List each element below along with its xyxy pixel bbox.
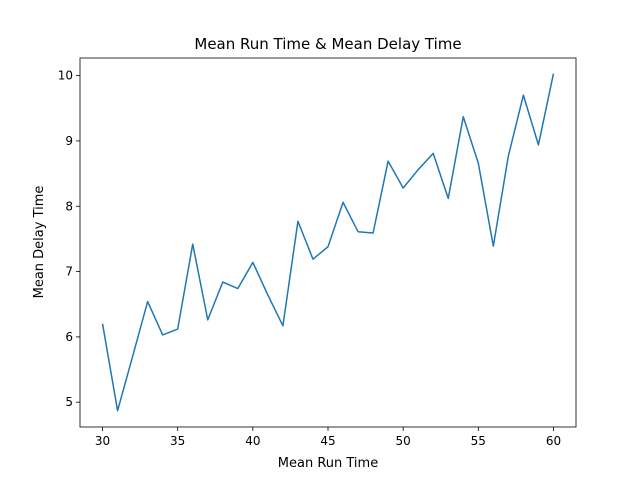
x-axis-label: Mean Run Time xyxy=(278,456,378,471)
x-tick-label-45: 45 xyxy=(320,434,335,448)
x-tick-label-30: 30 xyxy=(95,434,110,448)
plot-area: 30 35 40 45 50 55 60 5 6 7 8 9 10 xyxy=(58,57,577,448)
y-tick-label-7: 7 xyxy=(65,265,73,279)
x-tick-label-40: 40 xyxy=(245,434,260,448)
y-tick-label-6: 6 xyxy=(65,330,73,344)
chart-title: Mean Run Time & Mean Delay Time xyxy=(194,35,461,53)
y-tick-label-5: 5 xyxy=(65,395,73,409)
series-line-0 xyxy=(101,73,555,412)
x-tick-label-35: 35 xyxy=(170,434,185,448)
y-tick-label-9: 9 xyxy=(65,134,73,148)
axes-frame xyxy=(79,57,577,428)
y-tick-label-10: 10 xyxy=(58,69,73,83)
y-tick-label-8: 8 xyxy=(65,199,73,213)
x-tick-label-60: 60 xyxy=(546,434,561,448)
y-axis-label: Mean Delay Time xyxy=(32,186,47,299)
x-tick-label-55: 55 xyxy=(471,434,486,448)
x-tick-label-50: 50 xyxy=(396,434,411,448)
